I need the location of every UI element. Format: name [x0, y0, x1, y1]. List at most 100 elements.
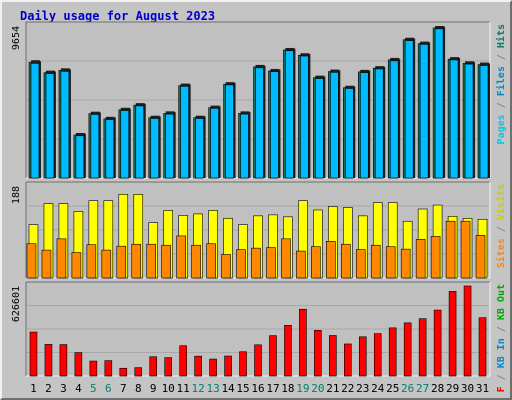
kb-bar-day-17 — [269, 335, 277, 377]
files-bar-day-12 — [195, 118, 204, 179]
sites-bar-day-22 — [341, 243, 351, 279]
files-bar-day-25 — [389, 60, 399, 179]
sites-bar-day-11 — [176, 235, 186, 279]
sites-bar-day-28 — [430, 236, 441, 279]
x-tick-label-day-30: 30 — [461, 382, 474, 395]
x-tick-label-day-17: 17 — [266, 382, 279, 395]
files-bar-day-7 — [120, 110, 130, 179]
files-bar-day-3 — [60, 71, 70, 179]
sites-bar-day-1 — [26, 243, 37, 279]
sites-bar-day-29 — [445, 220, 456, 279]
files-bar-day-1 — [30, 63, 40, 179]
middle-legend-visits: Visits — [495, 184, 507, 220]
sites-bar-day-23 — [355, 249, 366, 279]
kb-bar-day-3 — [59, 344, 68, 377]
kb-bar-day-31 — [478, 317, 487, 377]
middle-panel-max-label: 188 — [11, 186, 22, 204]
files-bar-day-16 — [255, 67, 264, 179]
kb-bar-day-19 — [299, 308, 307, 377]
kb-bar-day-24 — [373, 333, 382, 377]
sites-bar-day-3 — [56, 238, 67, 279]
files-bar-day-13 — [210, 108, 219, 179]
x-tick-label-day-9: 9 — [150, 382, 157, 395]
sites-bar-day-12 — [191, 244, 201, 279]
x-tick-label-day-10: 10 — [162, 382, 175, 395]
chart-title: Daily usage for August 2023 — [20, 9, 216, 23]
middle-legend: Sites / Visits — [495, 184, 507, 268]
sites-bar-day-5 — [86, 244, 97, 279]
files-bar-day-2 — [45, 73, 55, 179]
kb-bar-day-23 — [358, 336, 367, 377]
sites-bar-day-6 — [101, 249, 112, 279]
sites-bar-day-4 — [71, 252, 82, 279]
x-tick-label-day-2: 2 — [45, 382, 52, 395]
x-tick-label-day-31: 31 — [476, 382, 489, 395]
kb-bar-day-28 — [433, 309, 442, 377]
kb-bar-day-7 — [119, 367, 128, 377]
kb-bar-day-15 — [239, 351, 247, 377]
x-tick-label-day-15: 15 — [236, 382, 249, 395]
sites-bar-day-17 — [266, 247, 276, 279]
kb-bar-day-18 — [284, 324, 292, 377]
kb-bar-day-20 — [314, 330, 322, 377]
sites-bar-day-13 — [206, 243, 216, 279]
x-tick-label-day-21: 21 — [326, 382, 339, 395]
files-bar-day-28 — [434, 28, 444, 179]
bottom-legend-separator: / — [496, 320, 507, 338]
kb-bar-day-6 — [104, 360, 113, 377]
sites-bar-day-30 — [460, 220, 471, 279]
files-bar-day-29 — [449, 59, 459, 179]
sites-bar-day-7 — [116, 245, 127, 279]
kb-bar-day-14 — [224, 355, 232, 377]
x-tick-label-day-14: 14 — [221, 382, 235, 395]
files-bar-day-21 — [330, 72, 339, 179]
sites-bar-day-10 — [161, 244, 171, 279]
x-tick-label-day-7: 7 — [120, 382, 127, 395]
kb-bar-day-16 — [254, 344, 262, 377]
files-bar-day-17 — [270, 71, 279, 179]
sites-bar-day-25 — [385, 246, 396, 279]
kb-bar-day-22 — [344, 343, 352, 377]
middle-legend-sites: Sites — [495, 238, 507, 268]
sites-bar-day-31 — [475, 235, 486, 279]
x-tick-label-day-23: 23 — [356, 382, 369, 395]
kb-bar-day-5 — [89, 360, 98, 377]
x-tick-label-day-22: 22 — [341, 382, 354, 395]
files-bar-day-26 — [404, 40, 414, 179]
sites-bar-day-27 — [415, 239, 426, 279]
x-tick-label-day-3: 3 — [60, 382, 67, 395]
files-bar-day-30 — [464, 63, 474, 179]
top-legend-files: Files — [495, 66, 507, 96]
kb-bar-day-1 — [29, 331, 38, 377]
kb-bar-day-26 — [403, 322, 412, 377]
top-legend-pages: Pages — [496, 114, 507, 144]
files-bar-day-9 — [150, 118, 160, 179]
kb-bar-day-11 — [179, 345, 187, 377]
files-bar-day-8 — [135, 105, 145, 179]
x-tick-label-day-20: 20 — [311, 382, 324, 395]
kb-bar-day-21 — [329, 335, 337, 377]
x-tick-label-day-19: 19 — [296, 382, 309, 395]
files-bar-day-11 — [180, 86, 189, 179]
files-bar-day-15 — [240, 113, 249, 179]
sites-bar-day-20 — [311, 246, 321, 279]
sites-bar-day-2 — [41, 249, 52, 279]
sites-bar-day-19 — [296, 250, 306, 279]
middle-legend-separator: / — [496, 220, 507, 238]
top-panel-max-label: 9654 — [11, 26, 22, 50]
kb-bar-day-9 — [149, 356, 158, 377]
top-legend: Pages / Files / Hits — [495, 24, 507, 144]
files-bar-day-6 — [105, 119, 115, 179]
x-tick-label-day-4: 4 — [75, 382, 82, 395]
x-tick-label-day-12: 12 — [192, 382, 205, 395]
x-tick-label-day-11: 11 — [177, 382, 190, 395]
bottom-legend: KB F / KB In / KB Out — [496, 284, 507, 398]
bottom-legend-kb-out: KB Out — [496, 284, 507, 320]
kb-bar-day-4 — [74, 352, 83, 377]
bottom-legend-kb-f: KB F — [496, 386, 507, 398]
kb-bar-day-10 — [164, 357, 172, 377]
files-bar-day-23 — [359, 72, 369, 179]
bottom-legend-kb-in: KB In — [496, 338, 507, 368]
kb-bar-day-8 — [134, 367, 143, 377]
bottom-panel-max-label: 626601 — [11, 286, 22, 322]
